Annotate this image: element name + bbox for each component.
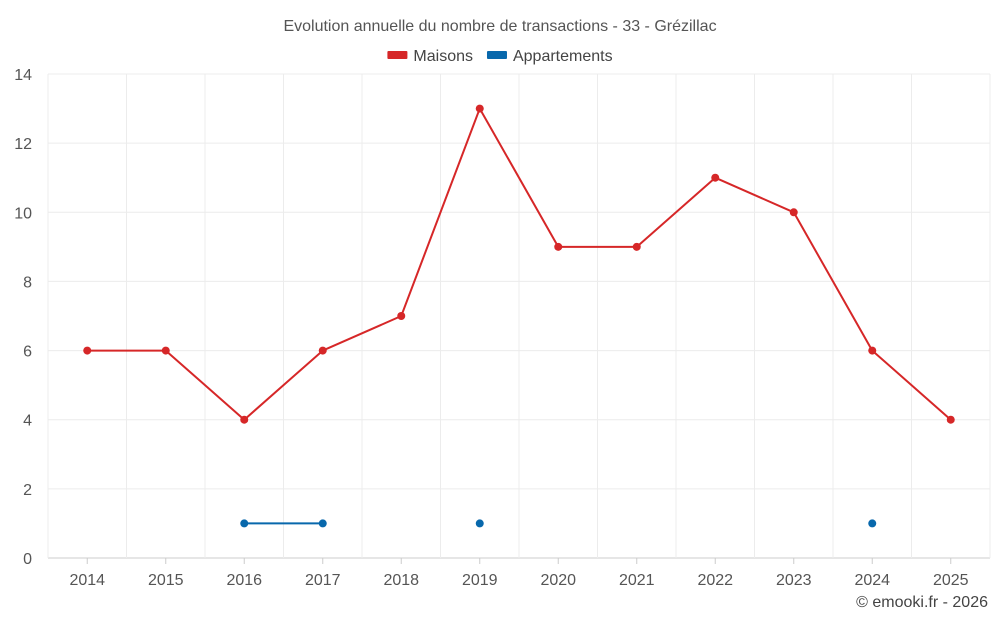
legend-label: Maisons bbox=[413, 48, 473, 65]
x-tick-label: 2015 bbox=[148, 572, 184, 589]
chart-title: Evolution annuelle du nombre de transact… bbox=[283, 18, 716, 35]
data-point-maisons bbox=[318, 346, 327, 355]
x-tick-label: 2014 bbox=[69, 572, 105, 589]
x-tick-label: 2022 bbox=[697, 572, 733, 589]
x-tick-label: 2024 bbox=[854, 572, 890, 589]
grid bbox=[47, 73, 991, 559]
legend-swatch bbox=[486, 51, 507, 59]
data-point-maisons bbox=[711, 173, 720, 182]
data-point-maisons bbox=[554, 242, 563, 251]
footer-credit: © emooki.fr - 2026 bbox=[856, 594, 988, 611]
data-point-maisons bbox=[83, 346, 92, 355]
data-point-appartements bbox=[318, 519, 327, 528]
legend-item-maisons: Maisons bbox=[387, 48, 473, 65]
y-tick-label: 12 bbox=[14, 136, 32, 153]
x-tick-label: 2020 bbox=[540, 572, 576, 589]
y-tick-label: 10 bbox=[14, 205, 32, 222]
y-tick-label: 4 bbox=[23, 413, 32, 430]
legend-swatch bbox=[387, 51, 408, 59]
y-tick-label: 14 bbox=[14, 67, 32, 84]
data-point-maisons bbox=[240, 415, 249, 424]
data-point-maisons bbox=[475, 104, 484, 113]
legend-label: Appartements bbox=[513, 48, 613, 65]
x-tick-label: 2017 bbox=[305, 572, 341, 589]
data-point-maisons bbox=[161, 346, 170, 355]
y-tick-label: 0 bbox=[23, 551, 32, 568]
data-point-maisons bbox=[868, 346, 877, 355]
y-tick-label: 8 bbox=[23, 274, 32, 291]
legend-item-appartements: Appartements bbox=[486, 48, 613, 65]
data-point-appartements bbox=[240, 519, 249, 528]
x-tick-label: 2023 bbox=[776, 572, 812, 589]
y-tick-label: 2 bbox=[23, 482, 32, 499]
legend: Maisons Appartements bbox=[387, 48, 613, 65]
x-tick-label: 2021 bbox=[619, 572, 655, 589]
data-point-appartements bbox=[475, 519, 484, 528]
series-layer bbox=[83, 104, 955, 528]
y-tick-label: 6 bbox=[23, 344, 32, 361]
x-tick-label: 2016 bbox=[226, 572, 262, 589]
x-tick-label: 2025 bbox=[933, 572, 969, 589]
x-tick-label: 2018 bbox=[383, 572, 419, 589]
data-point-maisons bbox=[946, 415, 955, 424]
series-line-maisons bbox=[87, 107, 952, 421]
data-point-appartements bbox=[868, 519, 877, 528]
data-point-maisons bbox=[632, 242, 641, 251]
data-point-maisons bbox=[397, 312, 406, 320]
x-tick-label: 2019 bbox=[462, 572, 498, 589]
axes: 0 2 4 6 8 10 12 14 2014 2015 2016 2017 2018 2019 2020 2… bbox=[14, 67, 968, 589]
data-point-maisons bbox=[789, 208, 798, 217]
